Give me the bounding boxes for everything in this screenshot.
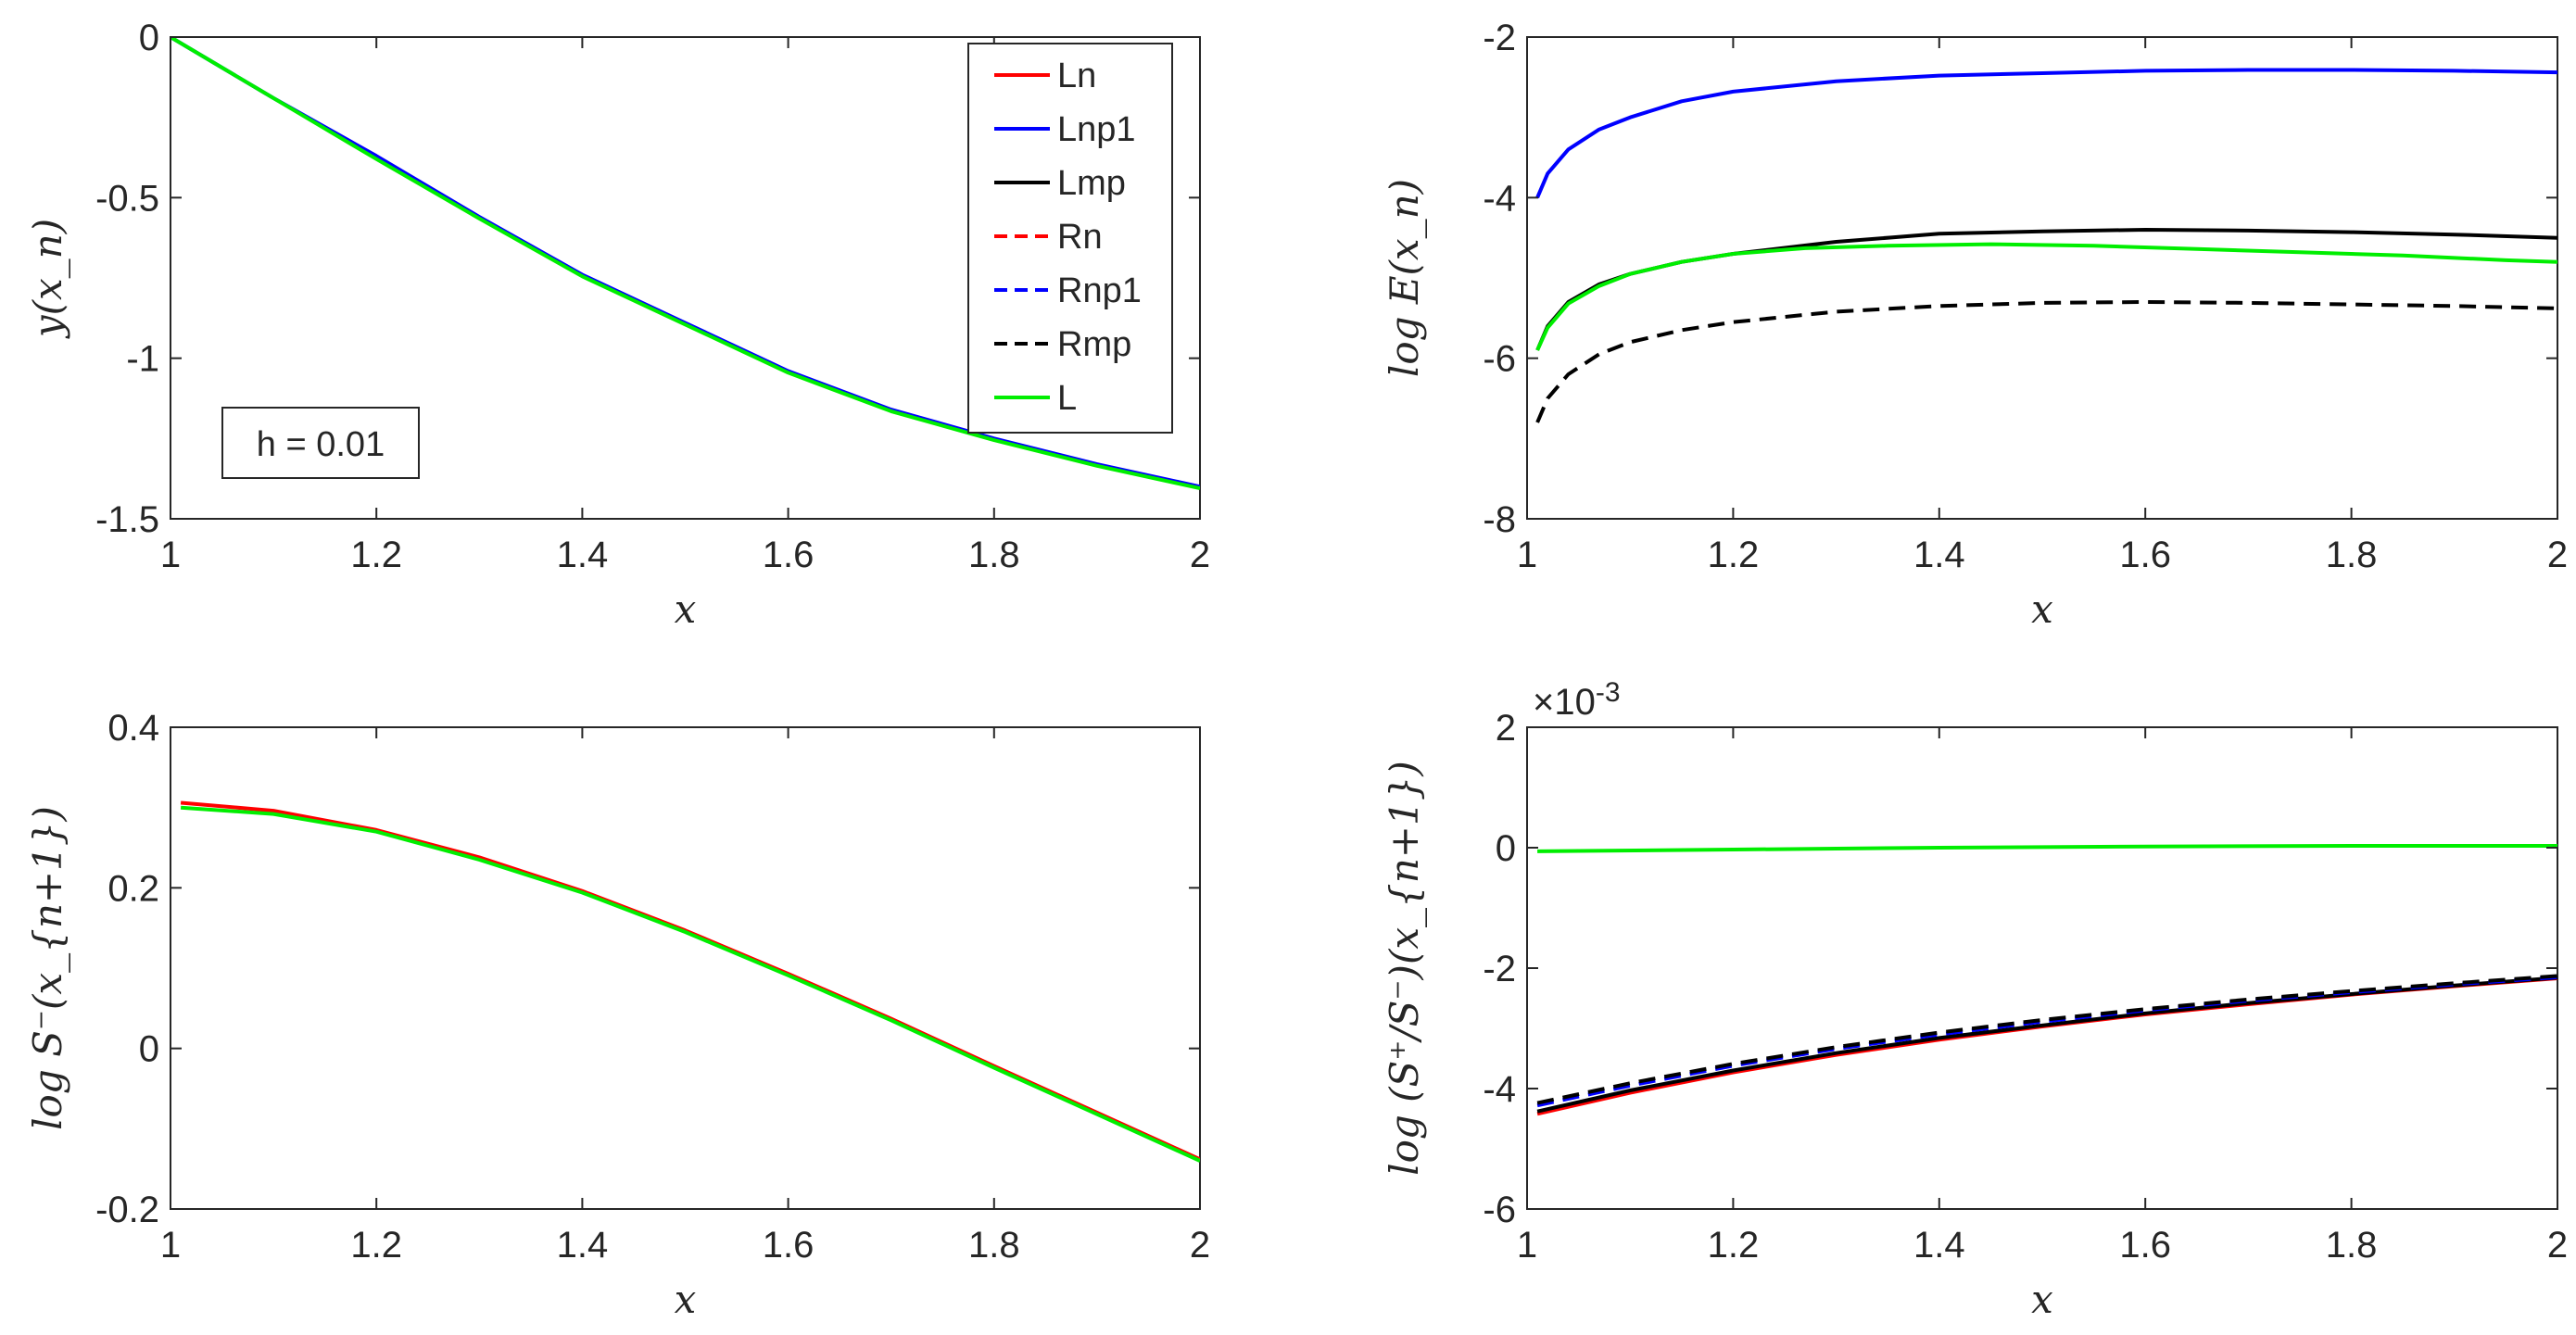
x-tick-label: 2 xyxy=(2547,535,2568,575)
y-axis-label: log (S⁺/S⁻)(x_{n+1}) xyxy=(1382,761,1427,1176)
series-line-lnp1 xyxy=(1535,68,2557,199)
axes-box xyxy=(170,726,1201,1210)
annotation-text: h = 0.01 xyxy=(257,425,385,464)
x-axis-label: x xyxy=(2031,586,2053,632)
series-line-l xyxy=(170,37,1200,491)
x-tick-label: 1.6 xyxy=(763,535,814,575)
y-tick-label: 0.4 xyxy=(107,708,159,749)
x-tick-label: 1.2 xyxy=(350,1225,402,1266)
y-tick-label: -2 xyxy=(1483,18,1516,58)
series-line-l xyxy=(1535,242,2557,351)
legend-label-lnp1: Lnp1 xyxy=(1057,110,1136,149)
x-tick-label: 1.2 xyxy=(1708,1225,1760,1266)
x-tick-label: 1 xyxy=(1517,535,1537,575)
y-tick-label: 2 xyxy=(1496,708,1516,749)
x-axis-label: x xyxy=(675,1277,697,1322)
y-tick-label: -1 xyxy=(126,339,159,380)
x-tick-label: 1.8 xyxy=(968,1225,1020,1266)
y-tick-label: -4 xyxy=(1483,178,1516,219)
x-axis-label: x xyxy=(675,586,697,632)
legend-label-l: L xyxy=(1057,379,1077,418)
axes-box xyxy=(1526,36,2558,520)
y-tick-label: 0 xyxy=(1496,828,1516,869)
x-tick-label: 1.2 xyxy=(1708,535,1760,575)
y-tick-label: -4 xyxy=(1483,1069,1516,1110)
legend-label-rn: Rn xyxy=(1057,218,1103,257)
x-tick-label: 1.6 xyxy=(2119,535,2171,575)
x-tick-label: 1.4 xyxy=(1913,535,1965,575)
x-tick-label: 2 xyxy=(1190,535,1210,575)
series-line-rmp xyxy=(1535,300,2557,423)
subplot-p4: 1 1.2 1.4 1.6 1.8 2 -6 -4 -2 0 2 x log (S⁺/S⁻)(x_{n+… xyxy=(1382,677,2568,1322)
series-line-l xyxy=(1537,844,2557,853)
x-tick-label: 1.8 xyxy=(2326,535,2378,575)
y-tick-label: -0.2 xyxy=(95,1190,159,1230)
annotation-box: h = 0.01 xyxy=(221,407,420,479)
y-tick-label: -1.5 xyxy=(95,499,159,540)
y-tick-label: -8 xyxy=(1483,499,1516,540)
y-tick-label: 0 xyxy=(139,18,159,58)
y-axis-label: log E(x_n) xyxy=(1382,179,1427,377)
x-tick-label: 1 xyxy=(160,535,181,575)
y-tick-label: -6 xyxy=(1483,339,1516,380)
series-line-rmp xyxy=(1536,974,2557,1105)
y-axis-label: log S⁻(x_{n+1}) xyxy=(25,806,70,1130)
y-tick-label: -2 xyxy=(1483,949,1516,989)
legend-label-lmp: Lmp xyxy=(1057,164,1126,203)
legend-label-rmp: Rmp xyxy=(1057,325,1131,364)
x-tick-label: 1.8 xyxy=(2326,1225,2378,1266)
y-exponent-label: ×10-3 xyxy=(1533,677,1621,723)
subplot-p1: 1 1.2 1.4 1.6 1.8 2 -1.5 -1 -0.5 0 x y(x_n)h = 0.01… xyxy=(25,18,1210,632)
series-line-l xyxy=(180,805,1200,1163)
x-tick-label: 1.8 xyxy=(968,535,1020,575)
legend-label-ln: Ln xyxy=(1057,57,1096,95)
x-tick-label: 1.4 xyxy=(1913,1225,1965,1266)
y-tick-label: 0 xyxy=(139,1029,159,1070)
x-tick-label: 1.6 xyxy=(763,1225,814,1266)
y-tick-label: -0.5 xyxy=(95,178,159,219)
x-axis-label: x xyxy=(2031,1277,2053,1322)
x-tick-label: 1.2 xyxy=(350,535,402,575)
axes-box xyxy=(1526,726,2558,1210)
y-tick-label: -6 xyxy=(1483,1190,1516,1230)
y-tick-label: 0.2 xyxy=(107,868,159,909)
subplot-p3: 1 1.2 1.4 1.6 1.8 2 -0.2 0 0.2 0.4 x log S⁻(x_{n+1}… xyxy=(25,708,1210,1322)
y-axis-label: y(x_n) xyxy=(25,219,70,339)
x-tick-label: 2 xyxy=(2547,1225,2568,1266)
legend-label-rnp1: Rnp1 xyxy=(1057,271,1142,310)
x-tick-label: 2 xyxy=(1190,1225,1210,1266)
x-tick-label: 1.6 xyxy=(2119,1225,2171,1266)
x-tick-label: 1.4 xyxy=(557,1225,609,1266)
x-tick-label: 1 xyxy=(160,1225,181,1266)
legend: Ln Lnp1 Lmp Rn Rnp1 Rmp L xyxy=(967,43,1173,434)
x-tick-label: 1 xyxy=(1517,1225,1537,1266)
subplot-p2: 1 1.2 1.4 1.6 1.8 2 -8 -6 -4 -2 x log E(x_n) xyxy=(1382,18,2568,632)
x-tick-label: 1.4 xyxy=(557,535,609,575)
